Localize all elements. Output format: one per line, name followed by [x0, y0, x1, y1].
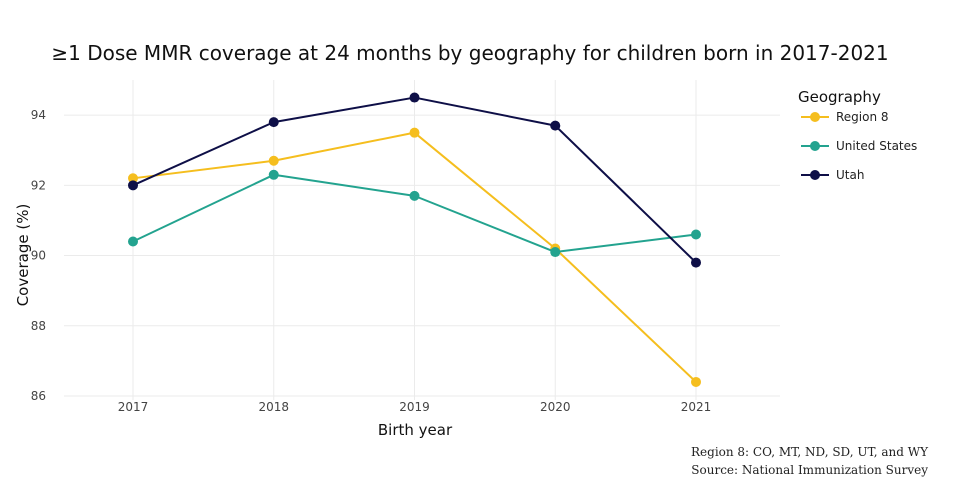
data-point-region-8[interactable]: [268, 155, 279, 166]
data-point-united-states[interactable]: [409, 190, 420, 201]
data-point-region-8[interactable]: [128, 173, 138, 184]
legend-label: United States: [836, 139, 917, 153]
chart-title: ≥1 Dose MMR coverage at 24 months by geo…: [51, 41, 888, 65]
footnote-region: Region 8: CO, MT, ND, SD, UT, and WY: [691, 445, 929, 459]
y-axis-ticks: 86 88 90 92 94: [31, 108, 46, 403]
data-point-utah[interactable]: [128, 180, 138, 191]
y-tick-label: 86: [31, 389, 46, 403]
x-tick-label: 2020: [540, 400, 571, 414]
legend: Geography Region 8 United States Utah: [798, 88, 917, 182]
y-tick-label: 88: [31, 319, 46, 333]
y-tick-label: 94: [31, 108, 46, 122]
legend-swatch-marker: [810, 112, 820, 122]
data-point-utah[interactable]: [409, 92, 420, 103]
x-tick-label: 2019: [399, 400, 430, 414]
data-point-united-states[interactable]: [268, 169, 279, 180]
legend-label: Region 8: [836, 110, 889, 124]
y-tick-label: 92: [31, 178, 46, 192]
data-point-united-states[interactable]: [550, 247, 561, 258]
legend-items: Region 8 United States Utah: [801, 110, 917, 182]
y-axis-title: Coverage (%): [14, 204, 32, 307]
legend-item-united-states[interactable]: United States: [801, 139, 917, 153]
series: [128, 92, 701, 387]
legend-label: Utah: [836, 168, 864, 182]
x-axis-ticks: 2017 2018 2019 2020 2021: [118, 400, 712, 414]
data-point-region-8[interactable]: [691, 376, 701, 387]
data-point-united-states[interactable]: [128, 236, 138, 247]
x-tick-label: 2017: [118, 400, 149, 414]
data-point-region-8[interactable]: [409, 127, 420, 138]
series-united-states: [128, 169, 701, 258]
footnote-source: Source: National Immunization Survey: [691, 463, 928, 477]
x-tick-label: 2018: [258, 400, 289, 414]
x-tick-label: 2021: [681, 400, 712, 414]
x-axis-title: Birth year: [378, 421, 453, 439]
legend-item-region-8[interactable]: Region 8: [801, 110, 889, 124]
y-tick-label: 90: [31, 249, 46, 263]
legend-swatch-marker: [810, 170, 820, 180]
legend-item-utah[interactable]: Utah: [801, 168, 864, 182]
legend-swatch-marker: [810, 141, 820, 151]
series-utah: [128, 92, 701, 268]
data-point-utah[interactable]: [268, 117, 279, 128]
data-point-united-states[interactable]: [691, 229, 701, 240]
data-point-utah[interactable]: [691, 257, 701, 268]
data-point-utah[interactable]: [550, 120, 561, 131]
legend-title: Geography: [798, 88, 881, 106]
